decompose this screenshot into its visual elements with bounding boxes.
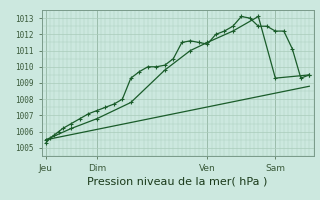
X-axis label: Pression niveau de la mer( hPa ): Pression niveau de la mer( hPa ) bbox=[87, 177, 268, 187]
